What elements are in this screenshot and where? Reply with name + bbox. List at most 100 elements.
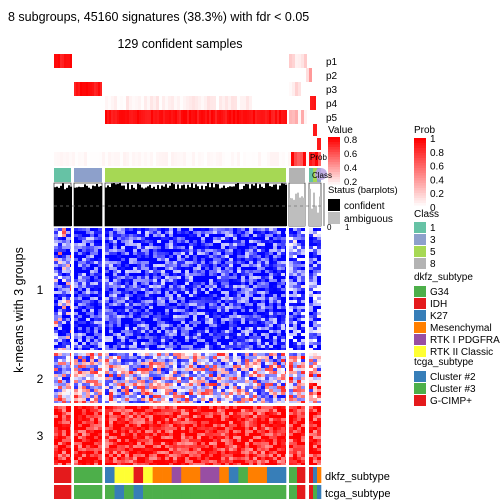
heatmap-cell <box>86 261 90 264</box>
heatmap-cell <box>105 300 109 303</box>
heatmap-cell <box>86 345 90 348</box>
heatmap-cell <box>62 255 66 258</box>
heatmap-cell <box>281 255 285 258</box>
heatmap-cell <box>173 324 177 327</box>
heatmap-cell <box>133 412 137 415</box>
heatmap-cell <box>173 389 177 392</box>
heatmap-cell <box>78 267 82 270</box>
heatmap-cell <box>149 273 153 276</box>
heatmap-cell <box>261 395 265 398</box>
heatmap-cell <box>289 356 293 359</box>
heatmap-cell <box>241 312 245 315</box>
heatmap-cell <box>241 279 245 282</box>
heatmap-cell <box>98 430 102 433</box>
heatmap-cell <box>233 240 237 243</box>
heatmap-cell <box>137 415 141 418</box>
heatmap-cell <box>253 383 257 386</box>
heatmap-cell <box>221 312 225 315</box>
heatmap-cell <box>237 345 241 348</box>
heatmap-cell <box>273 297 277 300</box>
heatmap-cell <box>145 424 149 427</box>
heatmap-cell <box>121 339 125 342</box>
heatmap-cell <box>209 353 213 356</box>
prob-cell-max <box>177 152 180 166</box>
heatmap-cell <box>225 237 229 240</box>
heatmap-cell <box>309 306 313 309</box>
status-bar <box>225 188 227 226</box>
heatmap-cell <box>94 315 98 318</box>
heatmap-cell <box>149 318 153 321</box>
heatmap-cell <box>98 336 102 339</box>
heatmap-cell <box>209 368 213 371</box>
heatmap-cell <box>293 377 297 380</box>
heatmap-cell <box>98 392 102 395</box>
heatmap-cell <box>109 353 113 356</box>
heatmap-cell <box>225 318 229 321</box>
prob-cell-p5 <box>241 110 243 124</box>
heatmap-cell <box>249 234 253 237</box>
heatmap-cell <box>193 395 197 398</box>
heatmap-cell <box>221 234 225 237</box>
heatmap-cell <box>249 392 253 395</box>
heatmap-cell <box>125 321 129 324</box>
heatmap-cell <box>237 267 241 270</box>
heatmap-cell <box>141 389 145 392</box>
heatmap-cell <box>157 228 161 231</box>
heatmap-cell <box>245 424 249 427</box>
heatmap-cell <box>289 258 293 261</box>
heatmap-cell <box>253 342 257 345</box>
heatmap-cell <box>225 258 229 261</box>
heatmap-cell <box>225 430 229 433</box>
heatmap-cell <box>265 255 269 258</box>
heatmap-cell <box>189 321 193 324</box>
heatmap-cell <box>105 264 109 267</box>
heatmap-cell <box>94 228 98 231</box>
prob-cell-p4 <box>189 96 192 110</box>
heatmap-cell <box>289 336 293 339</box>
heatmap-cell <box>245 279 249 282</box>
heatmap-cell <box>78 234 82 237</box>
heatmap-cell <box>141 421 145 424</box>
heatmap-cell <box>197 336 201 339</box>
heatmap-cell <box>257 380 261 383</box>
heatmap-cell <box>257 321 261 324</box>
heatmap-cell <box>245 234 249 237</box>
heatmap-cell <box>261 401 265 403</box>
heatmap-cell <box>149 336 153 339</box>
heatmap-cell <box>117 276 121 279</box>
prob-cell-p5 <box>261 110 263 124</box>
heatmap-cell <box>185 433 189 436</box>
heatmap-cell <box>209 433 213 436</box>
heatmap-cell <box>54 246 58 249</box>
heatmap-cell <box>58 368 62 371</box>
heatmap-cell <box>145 348 149 350</box>
heatmap-cell <box>98 282 102 285</box>
heatmap-cell <box>317 231 321 234</box>
heatmap-cell <box>82 371 86 374</box>
heatmap-cell <box>221 330 225 333</box>
heatmap-cell <box>66 418 70 421</box>
heatmap-cell <box>66 359 70 362</box>
heatmap-cell <box>105 267 109 270</box>
heatmap-cell <box>309 294 313 297</box>
heatmap-cell <box>105 401 109 403</box>
heatmap-cell <box>113 249 117 252</box>
heatmap-cell <box>273 294 277 297</box>
heatmap-cell <box>109 321 113 324</box>
heatmap-cell <box>117 371 121 374</box>
heatmap-cell <box>225 371 229 374</box>
heatmap-cell <box>253 368 257 371</box>
heatmap-cell <box>281 327 285 330</box>
heatmap-cell <box>157 401 161 403</box>
heatmap-cell <box>121 237 125 240</box>
heatmap-cell <box>225 389 229 392</box>
heatmap-cell <box>58 436 62 439</box>
heatmap-cell <box>177 294 181 297</box>
heatmap-cell <box>94 282 98 285</box>
heatmap-cell <box>145 412 149 415</box>
heatmap-cell <box>217 306 221 309</box>
heatmap-cell <box>145 339 149 342</box>
heatmap-cell <box>149 288 153 291</box>
heatmap-cell <box>82 252 86 255</box>
heatmap-cell <box>58 398 62 401</box>
